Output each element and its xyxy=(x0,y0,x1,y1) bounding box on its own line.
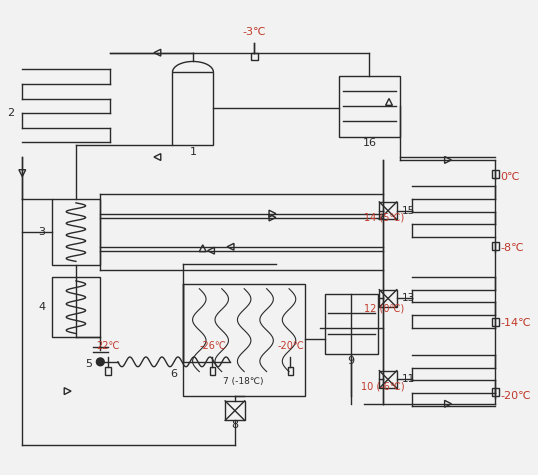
Text: 3: 3 xyxy=(38,227,45,237)
Bar xyxy=(339,76,400,136)
Text: -8℃: -8℃ xyxy=(500,243,524,253)
Text: 11: 11 xyxy=(402,374,415,384)
Text: 14 (5℃): 14 (5℃) xyxy=(364,212,405,222)
Bar xyxy=(492,318,499,326)
Bar xyxy=(379,202,397,219)
Bar xyxy=(492,242,499,250)
Circle shape xyxy=(96,358,104,366)
Text: 12 (0℃): 12 (0℃) xyxy=(364,303,405,313)
Text: 16: 16 xyxy=(363,138,377,148)
Text: 7 (-18℃): 7 (-18℃) xyxy=(223,377,264,386)
Bar xyxy=(52,199,100,266)
Bar xyxy=(492,388,499,396)
Bar xyxy=(492,170,499,178)
Text: 22℃: 22℃ xyxy=(96,341,120,351)
Text: -20℃: -20℃ xyxy=(277,341,304,351)
Text: -3℃: -3℃ xyxy=(243,27,266,37)
Bar xyxy=(183,284,305,396)
Text: 6: 6 xyxy=(170,370,177,380)
Bar xyxy=(288,367,293,374)
Text: 9: 9 xyxy=(348,356,355,366)
Bar xyxy=(251,53,258,60)
Text: 15: 15 xyxy=(402,206,415,216)
Text: 2: 2 xyxy=(7,108,14,118)
Text: 10 (-6℃): 10 (-6℃) xyxy=(361,381,405,391)
Text: -14℃: -14℃ xyxy=(500,318,531,328)
Bar xyxy=(379,290,397,307)
Bar xyxy=(379,370,397,388)
Bar xyxy=(225,401,245,420)
Bar xyxy=(209,367,215,374)
Text: 4: 4 xyxy=(38,302,45,312)
Text: 1: 1 xyxy=(189,147,196,157)
Text: 8: 8 xyxy=(231,420,238,430)
Text: 5: 5 xyxy=(85,359,92,369)
Text: -26℃: -26℃ xyxy=(199,341,226,351)
Bar xyxy=(52,277,100,337)
Bar xyxy=(173,72,214,145)
Text: 13: 13 xyxy=(402,294,415,304)
Bar xyxy=(105,367,111,374)
Text: -20℃: -20℃ xyxy=(500,391,531,401)
Text: 0℃: 0℃ xyxy=(500,171,520,181)
Bar xyxy=(324,294,378,354)
